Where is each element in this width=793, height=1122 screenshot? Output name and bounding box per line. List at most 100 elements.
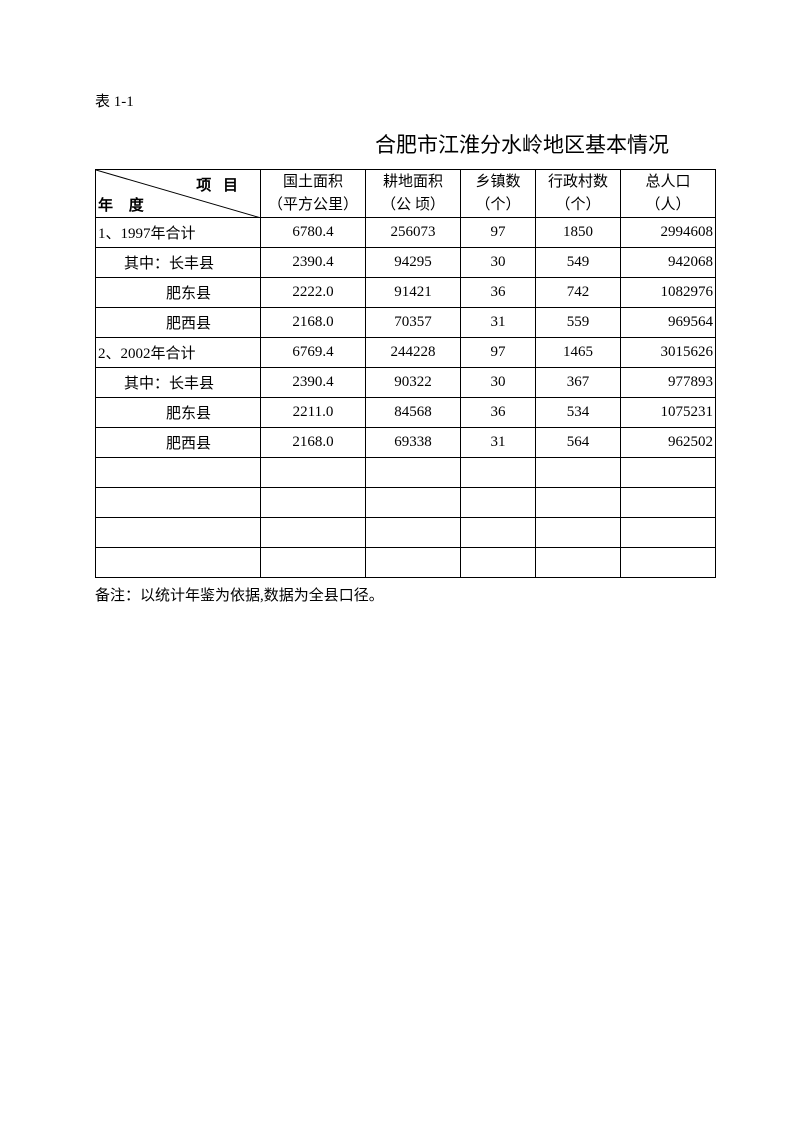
- header-line2: （个）: [461, 194, 535, 217]
- empty-cell: [366, 458, 461, 488]
- cell-towns: 31: [461, 308, 536, 338]
- header-line1: 行政村数: [536, 171, 620, 194]
- empty-cell: [621, 458, 716, 488]
- column-header: 乡镇数 （个）: [461, 170, 536, 218]
- empty-cell: [261, 548, 366, 578]
- cell-villages: 742: [536, 278, 621, 308]
- cell-land-area: 2390.4: [261, 368, 366, 398]
- cell-land-area: 2168.0: [261, 428, 366, 458]
- header-line2: （平方公里）: [261, 194, 365, 217]
- empty-cell: [536, 548, 621, 578]
- empty-cell: [96, 518, 261, 548]
- table-row: 肥西县2168.06933831564962502: [96, 428, 716, 458]
- empty-cell: [536, 458, 621, 488]
- header-line2: （人）: [621, 194, 715, 217]
- empty-cell: [621, 488, 716, 518]
- empty-cell: [366, 488, 461, 518]
- cell-cultivated-area: 244228: [366, 338, 461, 368]
- cell-towns: 30: [461, 368, 536, 398]
- cell-population: 962502: [621, 428, 716, 458]
- row-label: 1、1997年合计: [96, 218, 261, 248]
- empty-cell: [261, 458, 366, 488]
- empty-cell: [96, 458, 261, 488]
- diagonal-top-label: 项 目: [196, 174, 242, 195]
- cell-towns: 97: [461, 338, 536, 368]
- row-label: 其中：长丰县: [96, 368, 261, 398]
- cell-population: 2994608: [621, 218, 716, 248]
- cell-cultivated-area: 91421: [366, 278, 461, 308]
- row-label: 肥东县: [96, 398, 261, 428]
- table-row: 其中：长丰县2390.49032230367977893: [96, 368, 716, 398]
- header-line1: 总人口: [621, 171, 715, 194]
- empty-cell: [621, 518, 716, 548]
- empty-cell: [96, 548, 261, 578]
- cell-villages: 367: [536, 368, 621, 398]
- empty-cell: [261, 518, 366, 548]
- cell-land-area: 2168.0: [261, 308, 366, 338]
- table-row: 2、2002年合计6769.42442289714653015626: [96, 338, 716, 368]
- cell-villages: 1465: [536, 338, 621, 368]
- cell-land-area: 6769.4: [261, 338, 366, 368]
- cell-land-area: 6780.4: [261, 218, 366, 248]
- cell-villages: 559: [536, 308, 621, 338]
- cell-land-area: 2390.4: [261, 248, 366, 278]
- cell-cultivated-area: 69338: [366, 428, 461, 458]
- header-row: 项 目 年 度 国土面积 （平方公里） 耕地面积 （公 顷） 乡镇数 （个） 行…: [96, 170, 716, 218]
- empty-row: [96, 488, 716, 518]
- header-line1: 乡镇数: [461, 171, 535, 194]
- table-number: 表 1-1: [95, 90, 793, 111]
- cell-towns: 36: [461, 278, 536, 308]
- row-label: 肥西县: [96, 428, 261, 458]
- table-row: 肥东县2211.084568365341075231: [96, 398, 716, 428]
- empty-cell: [366, 518, 461, 548]
- empty-cell: [461, 548, 536, 578]
- column-header: 行政村数 （个）: [536, 170, 621, 218]
- diagonal-bottom-label: 年 度: [98, 194, 150, 215]
- cell-population: 977893: [621, 368, 716, 398]
- empty-cell: [461, 488, 536, 518]
- empty-row: [96, 548, 716, 578]
- cell-villages: 534: [536, 398, 621, 428]
- footnote: 备注：以统计年鉴为依据,数据为全县口径。: [95, 584, 793, 605]
- data-table: 项 目 年 度 国土面积 （平方公里） 耕地面积 （公 顷） 乡镇数 （个） 行…: [95, 169, 716, 578]
- table-row: 其中：长丰县2390.49429530549942068: [96, 248, 716, 278]
- column-header: 国土面积 （平方公里）: [261, 170, 366, 218]
- header-line2: （个）: [536, 194, 620, 217]
- header-line1: 耕地面积: [366, 171, 460, 194]
- cell-towns: 30: [461, 248, 536, 278]
- cell-cultivated-area: 84568: [366, 398, 461, 428]
- cell-population: 1082976: [621, 278, 716, 308]
- cell-cultivated-area: 70357: [366, 308, 461, 338]
- cell-population: 1075231: [621, 398, 716, 428]
- cell-population: 942068: [621, 248, 716, 278]
- row-label: 肥东县: [96, 278, 261, 308]
- row-label: 其中：长丰县: [96, 248, 261, 278]
- table-row: 肥西县2168.07035731559969564: [96, 308, 716, 338]
- cell-population: 3015626: [621, 338, 716, 368]
- empty-cell: [366, 548, 461, 578]
- cell-villages: 564: [536, 428, 621, 458]
- cell-villages: 549: [536, 248, 621, 278]
- cell-towns: 36: [461, 398, 536, 428]
- diagonal-header: 项 目 年 度: [96, 170, 261, 218]
- empty-cell: [536, 518, 621, 548]
- cell-land-area: 2222.0: [261, 278, 366, 308]
- header-line1: 国土面积: [261, 171, 365, 194]
- cell-land-area: 2211.0: [261, 398, 366, 428]
- cell-population: 969564: [621, 308, 716, 338]
- header-line2: （公 顷）: [366, 194, 460, 217]
- cell-towns: 97: [461, 218, 536, 248]
- empty-cell: [536, 488, 621, 518]
- page-title: 合肥市江淮分水岭地区基本情况: [375, 129, 793, 159]
- empty-cell: [461, 458, 536, 488]
- row-label: 肥西县: [96, 308, 261, 338]
- column-header: 总人口 （人）: [621, 170, 716, 218]
- column-header: 耕地面积 （公 顷）: [366, 170, 461, 218]
- empty-cell: [96, 488, 261, 518]
- empty-cell: [261, 488, 366, 518]
- cell-cultivated-area: 90322: [366, 368, 461, 398]
- empty-cell: [621, 548, 716, 578]
- table-row: 1、1997年合计6780.42560739718502994608: [96, 218, 716, 248]
- empty-row: [96, 458, 716, 488]
- empty-row: [96, 518, 716, 548]
